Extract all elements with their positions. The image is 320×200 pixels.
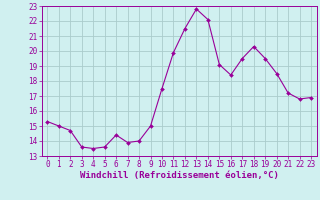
X-axis label: Windchill (Refroidissement éolien,°C): Windchill (Refroidissement éolien,°C) xyxy=(80,171,279,180)
